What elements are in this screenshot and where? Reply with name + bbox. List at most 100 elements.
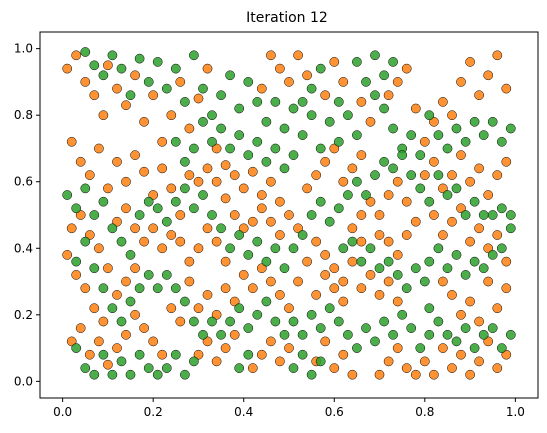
y-axis: 0.0 0.2 0.4 0.6 0.8 1.0 <box>14 42 40 388</box>
scatter-point <box>116 316 127 327</box>
scatter-point <box>338 276 349 287</box>
scatter-point <box>356 210 367 220</box>
scatter-point <box>478 263 489 274</box>
scatter-point <box>80 77 91 87</box>
scatter-point <box>361 190 371 200</box>
scatter-point <box>284 303 294 314</box>
scatter-point <box>451 336 462 347</box>
scatter-point <box>256 203 267 214</box>
scatter-point <box>157 243 168 254</box>
scatter-point <box>324 303 335 314</box>
scatter-point <box>170 63 181 74</box>
scatter-point <box>184 123 195 134</box>
scatter-point <box>261 116 272 127</box>
scatter-point <box>356 97 367 107</box>
scatter-point <box>266 216 276 227</box>
scatter-point <box>89 90 100 101</box>
scatter-point <box>347 369 358 380</box>
scatter-point <box>75 210 86 220</box>
scatter-point <box>392 250 403 260</box>
scatter-point <box>315 143 326 154</box>
scatter-point <box>329 143 340 154</box>
scatter-point <box>279 123 290 134</box>
scatter-point <box>424 196 435 207</box>
scatter-point <box>505 210 516 220</box>
scatter-point <box>62 63 73 74</box>
scatter-point <box>143 363 154 373</box>
scatter-point <box>424 110 435 121</box>
scatter-point <box>406 130 417 140</box>
scatter-point <box>433 130 444 140</box>
scatter-point <box>352 176 362 187</box>
scatter-point <box>415 343 426 353</box>
scatter-point <box>252 236 263 247</box>
scatter-point <box>125 296 136 307</box>
scatter-point <box>71 256 82 267</box>
scatter-point <box>438 276 448 287</box>
scatter-point <box>478 210 489 220</box>
scatter-point <box>170 349 181 360</box>
scatter-point <box>315 323 326 333</box>
scatter-point <box>379 70 389 81</box>
scatter-point <box>66 223 77 234</box>
scatter-point <box>180 296 190 307</box>
scatter-point <box>388 329 398 340</box>
scatter-point <box>347 163 358 174</box>
scatter-point <box>311 290 322 300</box>
scatter-point <box>62 190 73 200</box>
scatter-point <box>429 156 439 167</box>
scatter-point <box>329 263 340 274</box>
scatter-point <box>207 210 217 220</box>
scatter-point <box>139 236 149 247</box>
scatter-point <box>401 63 412 74</box>
scatter-point <box>306 110 317 121</box>
scatter-point <box>211 236 222 247</box>
scatter-point <box>125 369 136 380</box>
scatter-point <box>442 329 453 340</box>
scatter-point <box>80 363 91 373</box>
scatter-point <box>207 110 217 121</box>
x-axis: 0.0 0.2 0.4 0.6 0.8 1.0 <box>53 398 525 419</box>
scatter-point <box>505 123 516 134</box>
scatter-point <box>71 270 82 280</box>
scatter-point <box>157 349 168 360</box>
scatter-point <box>270 97 281 107</box>
scatter-point <box>225 70 235 81</box>
scatter-point <box>284 210 294 220</box>
scatter-point <box>193 243 204 254</box>
scatter-point <box>62 250 73 260</box>
scatter-point <box>438 97 448 107</box>
scatter-point <box>456 77 466 87</box>
scatter-point <box>229 210 240 220</box>
scatter-point <box>94 243 104 254</box>
scatter-point <box>247 363 258 373</box>
scatter-point <box>107 303 118 314</box>
scatter-point <box>501 83 512 94</box>
scatter-point <box>189 356 199 367</box>
scatter-point <box>207 136 217 147</box>
scatter-point <box>361 323 371 333</box>
scatter-point <box>175 210 186 220</box>
scatter-point <box>293 223 303 234</box>
scatter-point <box>66 336 77 347</box>
x-tick-label: 0.0 <box>53 405 72 419</box>
scatter-point <box>333 136 344 147</box>
scatter-point <box>447 216 457 227</box>
scatter-point <box>415 150 426 160</box>
scatter-point <box>189 316 199 327</box>
scatter-point <box>306 210 317 220</box>
scatter-point <box>297 97 308 107</box>
scatter-point <box>410 216 421 227</box>
scatter-point <box>275 196 285 207</box>
scatter-point <box>89 263 100 274</box>
scatter-point <box>252 97 263 107</box>
scatter-point <box>383 276 394 287</box>
scatter-point <box>161 363 172 373</box>
scatter-point <box>234 363 245 373</box>
scatter-point <box>256 190 267 200</box>
scatter-point <box>442 263 453 274</box>
scatter-point <box>279 163 290 174</box>
scatter-point <box>465 369 475 380</box>
scatter-point <box>469 116 480 127</box>
scatter-point <box>379 103 389 114</box>
